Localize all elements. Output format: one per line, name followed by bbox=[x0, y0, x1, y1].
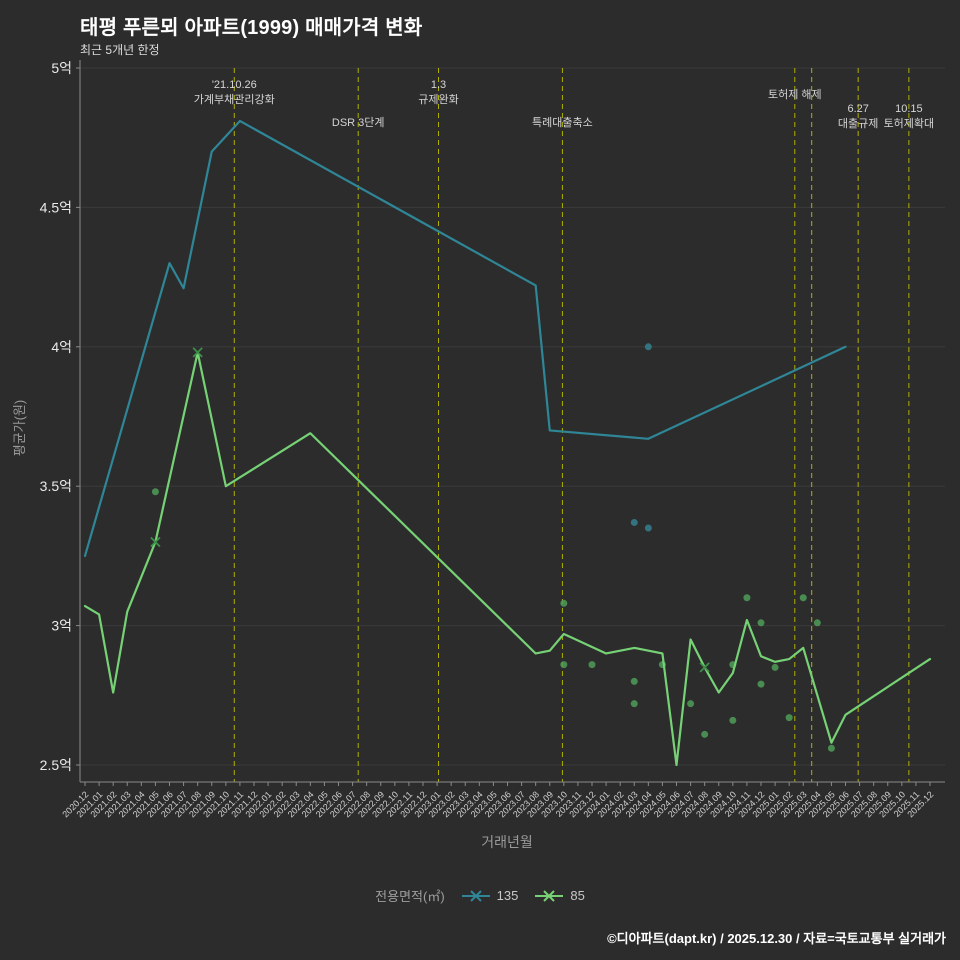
scatter-point-transactions-135 bbox=[630, 518, 638, 526]
y-tick-label: 4.5억 bbox=[40, 199, 72, 215]
scatter-point-transactions-85 bbox=[785, 714, 793, 722]
legend-marker-135-icon bbox=[461, 889, 490, 902]
scatter-point-transactions-85 bbox=[743, 594, 751, 602]
y-tick-label: 3억 bbox=[51, 618, 72, 634]
legend-item-label: 135 bbox=[496, 888, 519, 903]
y-tick-label: 5억 bbox=[51, 60, 72, 76]
legend-item-135[interactable]: 135 bbox=[461, 888, 519, 903]
scatter-point-transactions-85 bbox=[771, 663, 779, 671]
footer-credit: ©디아파트(dapt.kr) / 2025.12.30 / 자료=국토교통부 실… bbox=[607, 931, 946, 946]
series-line-85 bbox=[83, 351, 932, 767]
scatter-point-transactions-85 bbox=[827, 744, 835, 752]
legend: 전용면적(㎡) 135 85 bbox=[0, 886, 960, 905]
annotation-label: 1.3 bbox=[431, 79, 446, 91]
x-marker bbox=[192, 347, 203, 358]
scatter-point-transactions-85 bbox=[151, 488, 159, 496]
scatter-point-transactions-85 bbox=[701, 730, 709, 738]
scatter-point-transactions-85 bbox=[729, 716, 737, 724]
annotation-label: 가계부채관리강화 bbox=[194, 93, 275, 106]
series-line-135 bbox=[83, 119, 847, 558]
scatter-point-transactions-85 bbox=[630, 677, 638, 685]
chart-title: 태평 푸른뫼 아파트(1999) 매매가격 변화 bbox=[80, 17, 423, 39]
scatter-point-transactions-85 bbox=[813, 619, 821, 627]
annotation-label: 특례대출축소 bbox=[532, 116, 593, 129]
scatter-point-transactions-135 bbox=[644, 524, 652, 532]
annotation-label: 6.27 bbox=[847, 103, 868, 115]
annotation-label: 토허제 해제 bbox=[768, 87, 822, 101]
y-tick-label: 4억 bbox=[51, 339, 72, 355]
legend-title: 전용면적(㎡) bbox=[375, 889, 445, 904]
annotation-label: 규제완화 bbox=[418, 93, 458, 106]
legend-marker-85-icon bbox=[535, 889, 564, 902]
legend-item-label: 85 bbox=[570, 888, 585, 903]
y-tick-label: 3.5억 bbox=[40, 478, 72, 494]
chart-subtitle: 최근 5개년 한정 bbox=[80, 43, 160, 57]
scatter-point-transactions-135 bbox=[644, 343, 652, 351]
annotation-label: '21.10.26 bbox=[212, 79, 257, 91]
annotation-label: 대출규제 bbox=[838, 117, 878, 130]
scatter-point-transactions-85 bbox=[560, 661, 568, 669]
annotation-label: 10.15 bbox=[895, 103, 923, 115]
y-axis-label: 평균가(원) bbox=[12, 400, 27, 457]
scatter-point-transactions-85 bbox=[588, 661, 596, 669]
legend-items: 135 85 bbox=[461, 888, 585, 903]
scatter-point-transactions-85 bbox=[630, 700, 638, 708]
y-tick-label: 2.5억 bbox=[40, 757, 72, 773]
annotation-label: 토허제확대 bbox=[884, 117, 935, 130]
annotation-label: DSR 3단계 bbox=[332, 116, 385, 129]
legend-item-85[interactable]: 85 bbox=[534, 888, 585, 903]
x-marker bbox=[699, 662, 710, 673]
scatter-point-transactions-85 bbox=[799, 594, 807, 602]
scatter-point-transactions-85 bbox=[687, 700, 695, 708]
scatter-point-transactions-85 bbox=[757, 619, 765, 627]
scatter-point-transactions-85 bbox=[757, 680, 765, 688]
scatter-point-transactions-85 bbox=[560, 599, 568, 607]
x-marker bbox=[150, 536, 161, 548]
x-axis-label: 거래년월 bbox=[481, 834, 533, 850]
